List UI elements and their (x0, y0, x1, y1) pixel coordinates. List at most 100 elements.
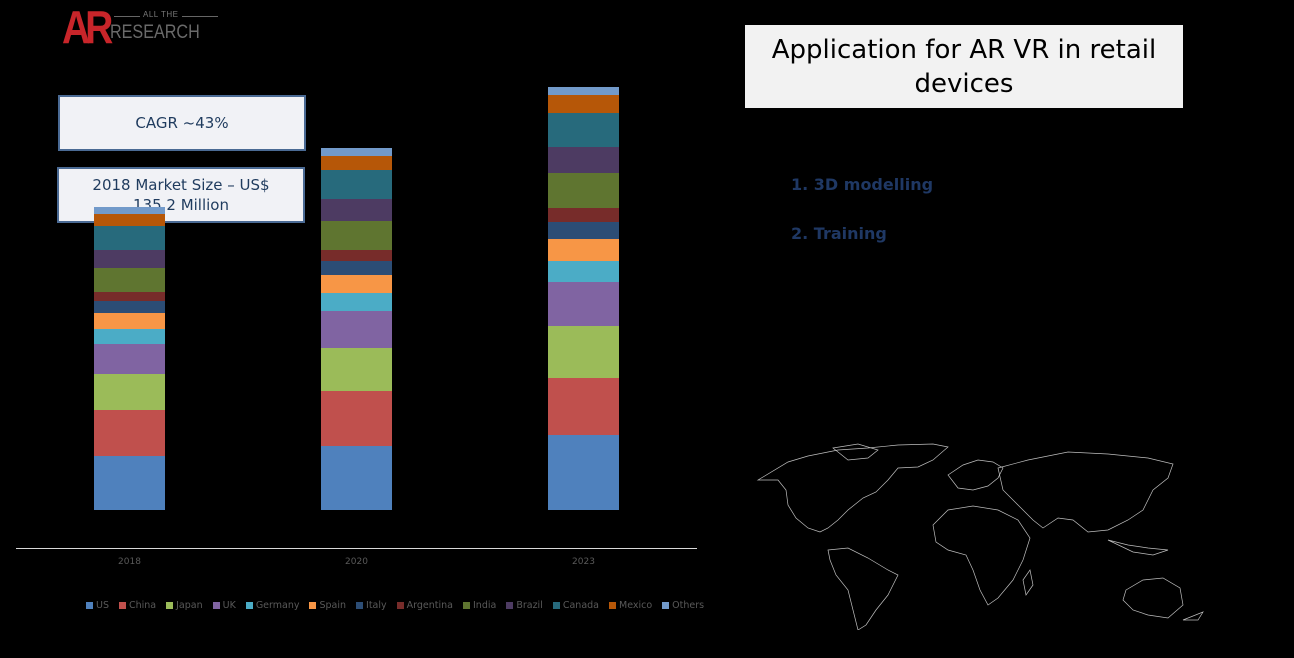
legend-swatch (356, 602, 364, 609)
bar-segment-japan (321, 348, 392, 391)
x-axis-line (16, 548, 697, 549)
legend-swatch (118, 602, 126, 609)
cagr-text: CAGR ~43% (135, 114, 229, 132)
bar-segment-china (548, 378, 619, 435)
stacked-bar-chart: 2018 2020 2023 US China Japan UK Germany Spai… (16, 87, 714, 611)
bar-segment-us (94, 456, 165, 510)
applications-list: 1. 3D modelling 2. Training (791, 175, 933, 273)
bar-segment-germany (94, 329, 165, 344)
bar-segment-mexico (321, 156, 392, 170)
title-line1: Application for AR VR in retail (771, 34, 1157, 65)
legend-item-us: US (86, 600, 109, 611)
legend-item-brazil: Brazil (506, 600, 543, 611)
application-item: 1. 3D modelling (791, 175, 934, 194)
bar-segment-brazil (548, 147, 619, 173)
legend-swatch (166, 602, 174, 609)
bar-segment-spain (94, 313, 165, 329)
bar-segment-india (94, 268, 165, 292)
bar-segment-others (94, 207, 165, 214)
bar-segment-brazil (94, 250, 165, 268)
bar-segment-others (321, 148, 392, 156)
legend-item-others: Others (662, 600, 704, 611)
legend-item-italy: Italy (356, 600, 387, 611)
legend-swatch (552, 602, 560, 609)
bar-segment-uk (321, 311, 392, 348)
legend-item-japan: Japan (166, 600, 203, 611)
bar-segment-argentina (321, 250, 392, 261)
page-title: Application for AR VR in retail devices (745, 25, 1183, 108)
legend-label: India (473, 600, 497, 611)
bar-2018 (94, 207, 165, 510)
bar-segment-japan (548, 326, 619, 378)
application-item: 2. Training (791, 224, 887, 243)
legend-label: Germany (255, 600, 300, 611)
legend-item-argentina: Argentina (396, 600, 453, 611)
bar-segment-canada (94, 226, 165, 250)
legend-item-canada: Canada (552, 600, 599, 611)
bar-segment-uk (548, 282, 619, 326)
legend-item-spain: Spain (309, 600, 346, 611)
legend-item-uk: UK (212, 600, 236, 611)
bar-segment-spain (548, 239, 619, 261)
bar-2023 (548, 87, 619, 510)
bar-segment-argentina (94, 292, 165, 301)
bar-segment-italy (321, 261, 392, 275)
bar-segment-india (321, 221, 392, 250)
legend-item-mexico: Mexico (609, 600, 652, 611)
bar-segment-japan (94, 374, 165, 410)
legend-label: Canada (562, 600, 599, 611)
legend-swatch (463, 602, 470, 609)
legend-label: US (96, 600, 109, 611)
bar-2020 (321, 148, 392, 510)
bar-segment-mexico (94, 214, 165, 226)
cagr-box: CAGR ~43% (58, 95, 306, 151)
bar-segment-canada (321, 170, 392, 199)
legend-swatch (86, 602, 93, 609)
legend-swatch (309, 602, 317, 609)
bar-segment-india (548, 173, 619, 208)
legend-label: UK (222, 600, 236, 611)
bar-segment-china (94, 410, 165, 456)
bar-segment-germany (548, 261, 619, 282)
chart-legend: US China Japan UK Germany Spain Italy Argentina… (86, 600, 714, 611)
legend-swatch (609, 602, 616, 609)
legend-item-india: India (463, 600, 496, 611)
bar-segment-italy (94, 301, 165, 313)
legend-swatch (245, 602, 253, 609)
legend-label: Japan (176, 600, 203, 611)
bar-segment-china (321, 391, 392, 446)
title-line2: devices (914, 68, 1014, 99)
logo-tagline: ALL THE (140, 10, 182, 19)
bar-segment-italy (548, 222, 619, 239)
logo: AR ALL THE RESEARCH (60, 1, 218, 53)
logo-mark: AR (62, 1, 113, 53)
legend-label: Spain (319, 600, 347, 611)
legend-label: Mexico (619, 600, 653, 611)
legend-swatch (662, 602, 670, 609)
legend-label: Argentina (406, 600, 453, 611)
bar-segment-us (548, 435, 619, 510)
bar-segment-canada (548, 113, 619, 147)
world-map-icon (756, 443, 1204, 630)
bar-segment-spain (321, 275, 392, 293)
x-tick-2020: 2020 (345, 557, 368, 567)
legend-swatch (506, 602, 514, 609)
bar-segment-argentina (548, 208, 619, 222)
bar-segment-us (321, 446, 392, 510)
bar-segment-uk (94, 344, 165, 374)
market-size-line1: 2018 Market Size – US$ (92, 176, 270, 194)
legend-swatch (212, 602, 220, 609)
bar-segment-germany (321, 293, 392, 311)
legend-label: Italy (366, 600, 387, 611)
x-tick-2018: 2018 (118, 557, 141, 567)
x-tick-2023: 2023 (572, 557, 595, 567)
legend-label: Others (672, 600, 705, 611)
legend-item-china: China (118, 600, 157, 611)
bar-segment-others (548, 87, 619, 95)
legend-swatch (396, 602, 404, 609)
legend-label: Brazil (516, 600, 543, 611)
legend-item-germany: Germany (245, 600, 300, 611)
legend-label: China (128, 600, 157, 611)
logo-name: RESEARCH (110, 22, 200, 43)
bar-segment-mexico (548, 95, 619, 113)
